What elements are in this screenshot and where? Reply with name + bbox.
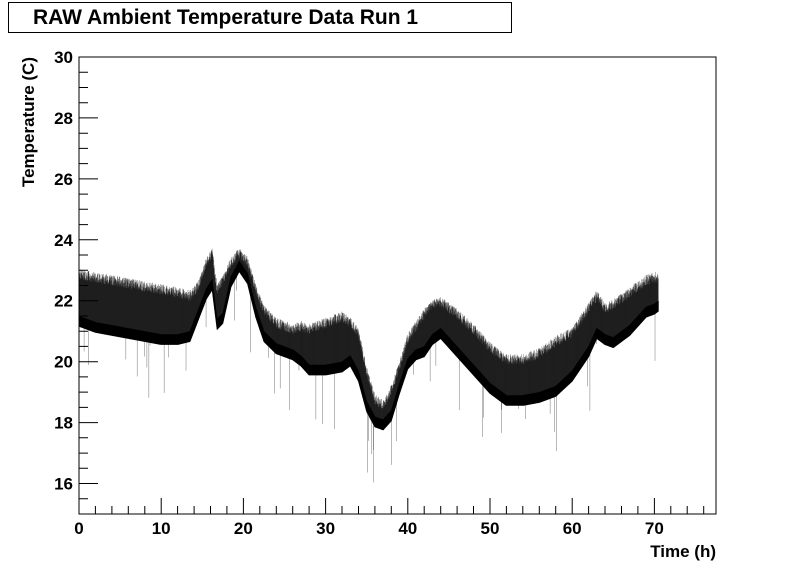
y-tick-label: 24	[54, 231, 73, 250]
x-axis-title: Time (h)	[650, 542, 716, 561]
plot-frame	[78, 56, 717, 515]
y-tick-label: 26	[54, 170, 73, 189]
y-tick-label: 16	[54, 475, 73, 494]
tick-labels: 0 10 20 30 40 50 60 70 16 18 20 22 24 26 28 30	[54, 48, 664, 538]
x-tick-label: 30	[316, 519, 335, 538]
y-tick-label: 18	[54, 414, 73, 433]
x-tick-label: 50	[481, 519, 500, 538]
y-axis-title: Temperature (C)	[19, 57, 38, 187]
data-layer	[78, 248, 659, 483]
x-tick-label: 0	[74, 519, 83, 538]
x-tick-label: 60	[563, 519, 582, 538]
axis-ticks	[78, 56, 705, 515]
chart-title: RAW Ambient Temperature Data Run 1	[33, 6, 419, 29]
chart-title-box: RAW Ambient Temperature Data Run 1	[8, 2, 512, 33]
y-tick-label: 28	[54, 109, 73, 128]
x-tick-label: 10	[152, 519, 171, 538]
tick-marks	[78, 56, 705, 515]
y-tick-label: 22	[54, 292, 73, 311]
x-tick-label: 70	[645, 519, 664, 538]
x-tick-label: 20	[234, 519, 253, 538]
temperature-series-band	[78, 248, 659, 483]
x-tick-label: 40	[398, 519, 417, 538]
y-tick-label: 30	[54, 48, 73, 67]
y-tick-label: 20	[54, 353, 73, 372]
